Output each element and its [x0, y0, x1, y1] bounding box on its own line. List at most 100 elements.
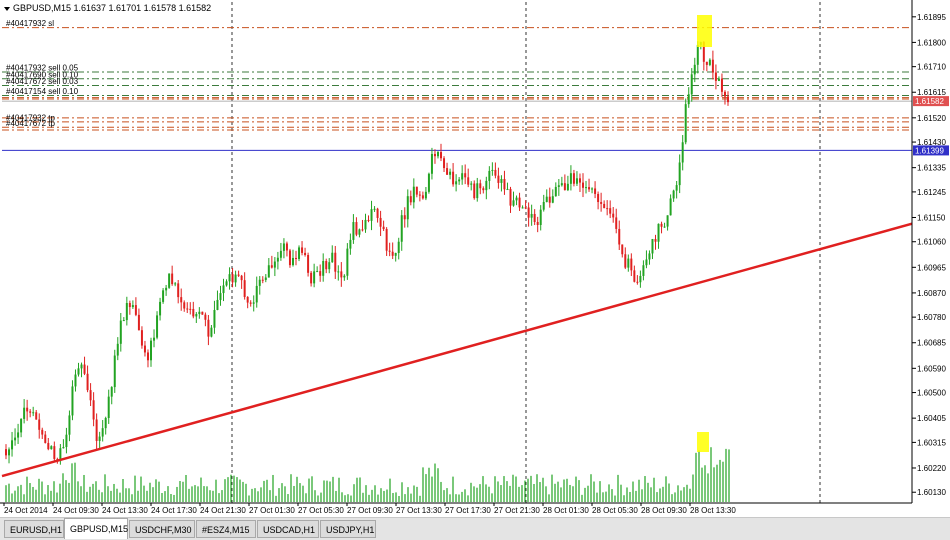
- candle-body: [391, 251, 394, 256]
- candle-body: [657, 223, 660, 242]
- candle: [684, 98, 687, 145]
- candle: [264, 274, 267, 283]
- price-tick-label: 1.61615: [917, 88, 946, 97]
- candle: [310, 270, 313, 287]
- tab-usdcad-h1[interactable]: USDCAD,H1: [257, 520, 319, 538]
- candle: [711, 50, 714, 80]
- candle-body: [606, 208, 609, 210]
- candle-body: [186, 308, 189, 310]
- candle: [409, 190, 412, 206]
- candle: [35, 410, 38, 420]
- candle: [678, 154, 681, 194]
- tab-usdchf-m30[interactable]: USDCHF,M30: [129, 520, 195, 538]
- dropdown-arrow-icon[interactable]: [4, 7, 10, 11]
- trendline[interactable]: [1, 222, 913, 478]
- candle: [687, 87, 690, 108]
- price-tick-label: 1.61520: [917, 114, 946, 123]
- candle: [720, 73, 723, 97]
- candle-body: [298, 247, 301, 259]
- candle: [174, 282, 177, 287]
- candle: [612, 207, 615, 223]
- candle: [44, 431, 47, 444]
- price-axis: 1.61895 1.61800 1.61710 1.61615 1.61520 1.614…: [0, 0, 949, 504]
- tab-usdjpy-h1[interactable]: USDJPY,H1: [320, 520, 376, 538]
- candle-body: [609, 208, 612, 214]
- candle-body: [213, 309, 216, 328]
- candle: [491, 162, 494, 176]
- order-lines[interactable]: #40417932 sl #40417932 sell 0.05#40417690…: [2, 19, 912, 151]
- candle-body: [672, 190, 675, 199]
- candle-body: [116, 343, 119, 356]
- candle-body: [382, 226, 385, 230]
- candle: [171, 265, 174, 286]
- candle-body: [409, 196, 412, 203]
- candle: [630, 253, 633, 277]
- candle: [50, 445, 53, 450]
- candle: [455, 174, 458, 192]
- tab-esz4-m15[interactable]: #ESZ4,M15: [196, 520, 256, 538]
- candle-body: [77, 368, 80, 375]
- candle: [65, 427, 68, 454]
- candle: [645, 250, 648, 269]
- candle: [340, 262, 343, 287]
- candle: [397, 237, 400, 260]
- candle-body: [113, 355, 116, 388]
- chart-title-text: GBPUSD,M15 1.61637 1.61701 1.61578 1.615…: [13, 3, 211, 13]
- price-tick-label: 1.60685: [917, 339, 946, 348]
- candle: [524, 200, 527, 210]
- tab-gbpusd-m15[interactable]: GBPUSD,M15: [64, 518, 128, 539]
- candle-body: [642, 265, 645, 276]
- candle: [572, 169, 575, 187]
- tab-eurusd-h1[interactable]: EURUSD,H1: [4, 520, 64, 538]
- candle-body: [585, 187, 588, 189]
- candle: [125, 296, 128, 326]
- candle-body: [276, 257, 279, 262]
- candle: [304, 247, 307, 257]
- candle-body: [651, 239, 654, 254]
- candle-body: [101, 428, 104, 437]
- current-price-tag-text: 1.61582: [915, 97, 944, 106]
- candle: [285, 241, 288, 257]
- time-tick-label: 24 Oct 09:30: [53, 506, 99, 515]
- candle: [80, 362, 83, 378]
- candle-body: [340, 271, 343, 278]
- candle: [400, 210, 403, 251]
- candle: [71, 380, 74, 421]
- candle-body: [74, 374, 77, 387]
- candle: [581, 173, 584, 198]
- price-tick-label: 1.61335: [917, 164, 946, 173]
- candle: [370, 200, 373, 231]
- candle: [216, 290, 219, 311]
- candle-body: [702, 42, 705, 62]
- candle: [231, 267, 234, 288]
- candle-body: [258, 279, 261, 286]
- trendline-line[interactable]: [1, 222, 913, 478]
- candle: [349, 233, 352, 255]
- price-chart[interactable]: #40417932 sl #40417932 sell 0.05#40417690…: [0, 0, 950, 517]
- candle-body: [20, 418, 23, 433]
- candle-body: [86, 373, 89, 391]
- candle: [325, 258, 328, 274]
- candle-body: [581, 182, 584, 188]
- time-tick-label: 27 Oct 17:30: [445, 506, 491, 515]
- candle-body: [518, 197, 521, 208]
- candle-body: [17, 432, 20, 438]
- chart-window[interactable]: #40417932 sl #40417932 sell 0.05 #40417690…: [0, 0, 950, 517]
- candle-body: [110, 387, 113, 397]
- candle-body: [406, 196, 409, 220]
- candle-body: [177, 283, 180, 298]
- candle: [334, 245, 337, 279]
- candle-body: [539, 209, 542, 225]
- candle: [443, 156, 446, 172]
- candle: [86, 365, 89, 393]
- candle: [654, 234, 657, 250]
- candle-body: [240, 275, 243, 281]
- candle-body: [183, 302, 186, 309]
- candle-body: [331, 252, 334, 263]
- candle: [578, 173, 581, 193]
- price-tick-label: 1.60965: [917, 263, 946, 272]
- candle: [298, 245, 301, 262]
- candle-body: [654, 239, 657, 242]
- candle-body: [310, 272, 313, 284]
- candle: [376, 207, 379, 223]
